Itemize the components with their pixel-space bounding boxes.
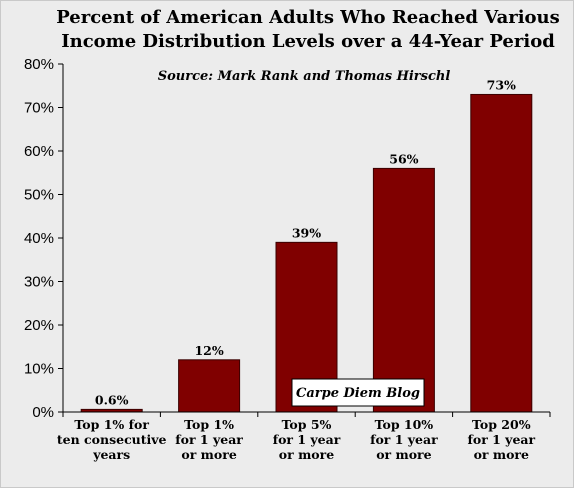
data-label: 12% [194,343,223,358]
x-tick-label: Top 1% for [74,417,149,432]
data-label: 73% [487,77,516,92]
y-tick-label: 10% [24,361,54,378]
data-labels: 0.6% 12% 39% 56% 73% [95,77,516,407]
x-tick-label: or more [279,447,334,462]
chart-title-line-2: Income Distribution Levels over a 44-Yea… [61,31,555,52]
x-tick-label: Top 5% [282,417,332,432]
y-tick-label: 40% [24,230,54,247]
x-tick-label: or more [474,447,529,462]
y-tick-label: 20% [24,317,54,334]
x-tick-label: for 1 year [467,432,535,447]
y-tick-label: 70% [24,100,54,117]
y-axis-ticks: 0% 10% 20% 30% 40% 50% 60% 70% 80% [24,56,63,421]
bar [178,359,241,413]
chart-title-line-1: Percent of American Adults Who Reached V… [56,7,560,28]
x-tick-label: Top 20% [472,417,531,432]
data-label: 0.6% [95,392,129,407]
x-tick-label: for 1 year [370,432,438,447]
y-tick-label: 0% [32,404,54,421]
data-label: 56% [389,151,418,166]
x-tick-label: ten consecutive [57,432,167,447]
bar [372,167,435,413]
x-tick-label: or more [376,447,431,462]
bars [80,93,533,413]
y-tick-label: 80% [24,56,54,73]
x-tick-label: Top 10% [375,417,434,432]
y-tick-label: 30% [24,274,54,291]
x-tick-label: or more [181,447,236,462]
watermark: Carpe Diem Blog [291,378,425,407]
y-tick-label: 60% [24,143,54,160]
x-tick-label: years [92,447,130,462]
x-tick-label: for 1 year [175,432,243,447]
bar [470,93,533,413]
watermark-text: Carpe Diem Blog [296,386,420,401]
x-tick-label: Top 1% [184,417,234,432]
data-label: 39% [292,225,321,240]
y-tick-label: 50% [24,187,54,204]
chart-subtitle: Source: Mark Rank and Thomas Hirschl [158,69,451,84]
x-tick-label: for 1 year [273,432,341,447]
